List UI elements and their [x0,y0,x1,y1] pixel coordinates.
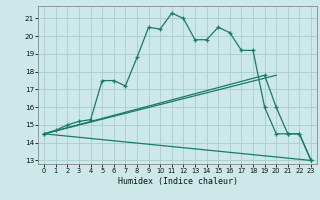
X-axis label: Humidex (Indice chaleur): Humidex (Indice chaleur) [118,177,238,186]
